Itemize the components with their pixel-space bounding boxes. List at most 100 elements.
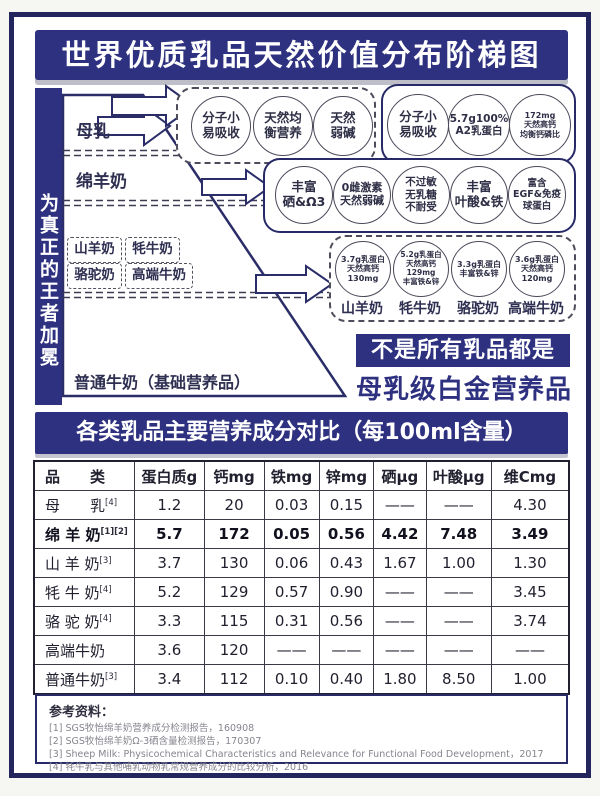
col-header-category: 品 类 [33, 460, 136, 491]
cell: —— [373, 635, 427, 665]
callout-line2: 母乳级白金营养品 [356, 375, 573, 405]
cell: 3.4 [134, 664, 205, 695]
col-header-iron: 铁mg [263, 460, 320, 491]
badge-circle: 不过敏 无乳糖 不耐受 [392, 166, 450, 224]
step-box-camel-milk: 骆驼奶 [67, 263, 122, 289]
badge-label-goat-milk: 山羊奶 [341, 301, 383, 317]
cell: —— [263, 635, 320, 665]
cell: —— [425, 606, 492, 636]
table-row-highlight: 绵 羊 奶[1][2] 5.7 172 0.05 0.56 4.42 7.48 … [33, 519, 570, 549]
col-header-calcium: 钙mg [203, 460, 265, 491]
step-label-sheep-milk: 绵羊奶 [76, 172, 127, 192]
cell: 3.74 [490, 606, 570, 636]
row-name: 母 乳 [45, 496, 106, 515]
cell: 3.45 [490, 577, 570, 607]
cell: —— [425, 635, 492, 665]
cell: 3.7 [134, 548, 205, 578]
cell: 8.50 [425, 664, 492, 695]
cell: 1.80 [373, 664, 427, 695]
col-header-selenium: 硒μg [373, 460, 427, 491]
step-box-premium-milk: 高端牛奶 [125, 263, 193, 289]
cell: 0.15 [318, 490, 375, 520]
row-name: 绵 羊 奶 [45, 525, 101, 544]
table-row: 骆 驼 奶[4] 3.3 115 0.31 0.56 —— —— 3.74 [33, 606, 570, 636]
cell: 0.57 [263, 577, 320, 607]
cell: 1.30 [490, 548, 570, 578]
row-name: 牦 牛 奶 [45, 583, 100, 602]
row-name: 骆 驼 奶 [45, 612, 100, 631]
badge-circle: 5.2g乳蛋白 天然高钙129mg 丰富铁&锌 [393, 241, 449, 297]
cell: 129 [203, 577, 265, 607]
badge-circle: 3.6g乳蛋白 天然高钙 120mg [509, 241, 565, 297]
references-box: 参考资料： [1] SGS牧怡绵羊奶营养成分检测报告，160908 [2] SG… [35, 694, 568, 773]
table-row: 高端牛奶 3.6 120 —— —— —— —— —— [33, 635, 570, 665]
cell: 0.90 [318, 577, 375, 607]
row-ref: [4] [105, 497, 118, 508]
callout-line1: 不是所有乳品都是 [356, 334, 570, 367]
cell: 20 [203, 490, 265, 520]
cell: 0.56 [318, 606, 375, 636]
step-label-breast-milk: 母乳 [76, 122, 110, 142]
cell: 120 [203, 635, 265, 665]
badge-group-breast-milk: 分子小 易吸收 天然均 衡营养 天然 弱碱 [176, 87, 376, 164]
cell: —— [318, 635, 375, 665]
cell: 4.30 [490, 490, 570, 520]
cell: —— [373, 490, 427, 520]
badge-circle: 172mg 天然高钙 均衡钙磷比 [509, 94, 571, 156]
row-ref: [4] [99, 584, 112, 595]
cell: 3.3 [134, 606, 205, 636]
badge-circle: 天然均 衡营养 [253, 96, 313, 156]
badge-circle: 3.3g乳蛋白 丰富铁&锌 [451, 241, 507, 297]
cell: 1.00 [425, 548, 492, 578]
row-name: 山 羊 奶 [45, 554, 100, 573]
nutrition-table: 品 类 蛋白质g 钙mg 铁mg 锌mg 硒μg 叶酸μg 维Cmg 母 乳[4… [33, 460, 570, 695]
cell: 4.42 [373, 519, 427, 549]
table-header-row: 品 类 蛋白质g 钙mg 铁mg 锌mg 硒μg 叶酸μg 维Cmg [33, 460, 570, 491]
badge-label-premium-milk: 高端牛奶 [508, 301, 564, 317]
row-ref: [1][2] [100, 526, 128, 537]
cell: 0.31 [263, 606, 320, 636]
badge-circle: 丰富 叶酸&铁 [450, 166, 508, 224]
col-header-zinc: 锌mg [318, 460, 375, 491]
col-header-folate: 叶酸μg [425, 460, 492, 491]
row-ref: [4] [99, 613, 112, 624]
references-title: 参考资料： [49, 705, 115, 720]
badge-circle: 分子小 易吸收 [191, 96, 251, 156]
cell: 0.43 [318, 548, 375, 578]
reference-item: [4] 牦牛乳与其他哺乳动物乳常规营养成分的比较分析，2016 [49, 762, 309, 773]
cell: —— [373, 606, 427, 636]
cell: 5.2 [134, 577, 205, 607]
badge-label-camel-milk: 骆驼奶 [457, 301, 499, 317]
step-box-goat-milk: 山羊奶 [67, 237, 122, 263]
cell: 1.2 [134, 490, 205, 520]
badge-circle: 分子小 易吸收 [387, 94, 449, 156]
cell: —— [425, 490, 492, 520]
col-header-protein: 蛋白质g [134, 460, 205, 491]
cell: 3.6 [134, 635, 205, 665]
badge-group-sheep-milk-bottom: 丰富 硒&Ω3 0雌激素 天然弱碱 不过敏 无乳糖 不耐受 丰富 叶酸&铁 富含… [263, 158, 576, 233]
badge-circle: 3.7g乳蛋白 天然高钙 130mg [335, 241, 391, 297]
table-title: 各类乳品主要营养成分对比（每100ml含量） [35, 412, 568, 454]
poster-title: 世界优质乳品天然价值分布阶梯图 [35, 30, 568, 80]
cell: 0.40 [318, 664, 375, 695]
reference-item: [2] SGS牧怡绵羊奶Ω-3硒含量检测报告，170307 [49, 736, 262, 747]
row-ref: [3] [105, 671, 118, 682]
col-header-vitc: 维Cmg [490, 460, 570, 491]
cell: 0.03 [263, 490, 320, 520]
badge-circle: 富含 EGF&免疫 球蛋白 [508, 166, 566, 224]
table-row: 山 羊 奶[3] 3.7 130 0.06 0.43 1.67 1.00 1.3… [33, 548, 570, 578]
badge-circle: 天然 弱碱 [313, 96, 373, 156]
reference-item: [1] SGS牧怡绵羊奶营养成分检测报告，160908 [49, 723, 255, 734]
cell: 172 [203, 519, 265, 549]
reference-item: [3] Sheep Milk: Physicochemical Characte… [49, 749, 544, 760]
row-name: 普通牛奶 [45, 670, 106, 689]
cell: 3.49 [490, 519, 570, 549]
cell: 115 [203, 606, 265, 636]
cell: 1.67 [373, 548, 427, 578]
cell: 1.00 [490, 664, 570, 695]
cell: —— [373, 577, 427, 607]
table-row: 普通牛奶[3] 3.4 112 0.10 0.40 1.80 8.50 1.00 [33, 664, 570, 695]
table-row: 母 乳[4] 1.2 20 0.03 0.15 —— —— 4.30 [33, 490, 570, 520]
cell: 130 [203, 548, 265, 578]
cell: 0.05 [263, 519, 320, 549]
